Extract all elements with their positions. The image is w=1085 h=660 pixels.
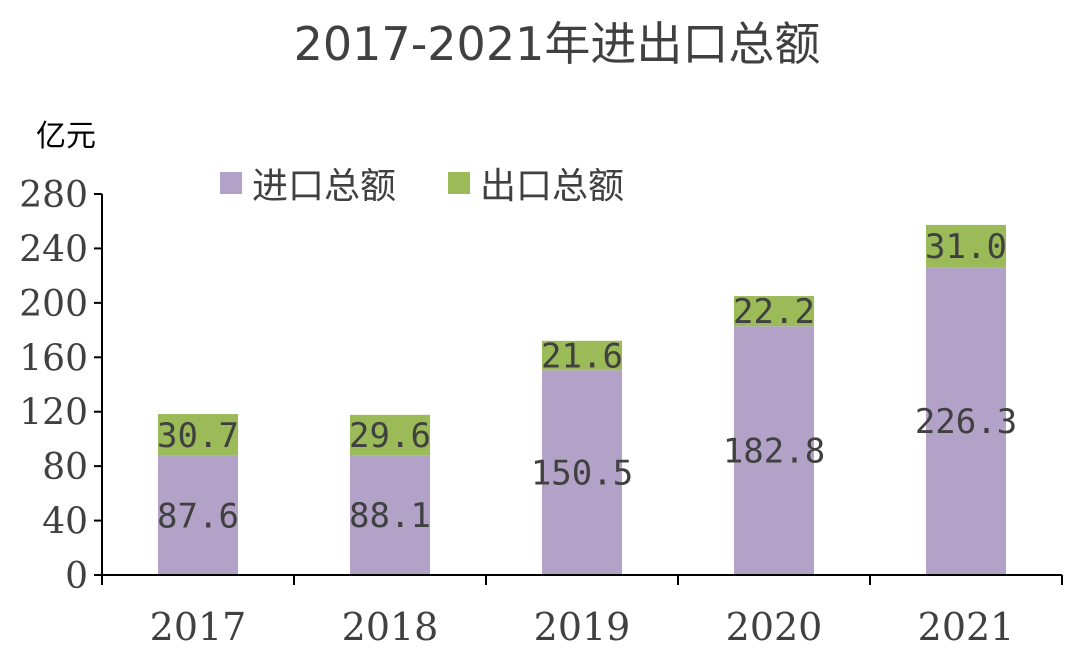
bar-export-2019	[542, 340, 622, 371]
y-axis-ticks: 0 40 80 120 160 200 240 280	[19, 175, 102, 597]
bars	[158, 224, 1006, 575]
y-tick-label: 80	[42, 447, 88, 488]
bar-export-2017	[158, 414, 238, 456]
y-axis-unit-label: 亿元	[36, 119, 96, 154]
legend: 进口总额 出口总额	[220, 166, 624, 207]
legend-swatch-export	[448, 172, 470, 194]
x-tick-label: 2017	[150, 605, 247, 649]
legend-label-export: 出口总额	[480, 166, 624, 207]
bar-import-2018	[350, 455, 430, 575]
bar-export-2021	[926, 224, 1006, 268]
x-tick-label: 2021	[918, 605, 1015, 649]
bar-import-2019	[542, 370, 622, 575]
bar-export-2020	[734, 296, 814, 327]
data-label-export-2018: 29.6	[349, 416, 431, 456]
legend-label-import: 进口总额	[252, 166, 396, 207]
bar-import-2017	[158, 455, 238, 575]
axes	[101, 194, 1062, 576]
data-label-import-2019: 150.5	[531, 454, 633, 494]
data-labels: 87.6 30.7 88.1 29.6 150.5 21.6 182.8 22.2 226.3 3…	[157, 227, 1017, 536]
data-label-import-2020: 182.8	[723, 432, 825, 472]
y-tick-label: 160	[19, 338, 88, 379]
y-tick-label: 200	[19, 284, 88, 325]
chart-title: 2017-2021年进出口总额	[294, 17, 821, 71]
data-label-export-2017: 30.7	[157, 416, 239, 456]
bar-import-2020	[734, 326, 814, 575]
x-axis-ticks: 2017 2018 2019 2020 2021	[101, 575, 1063, 649]
y-tick-label: 120	[19, 393, 88, 434]
bar-export-2018	[350, 414, 430, 456]
data-label-export-2021: 31.0	[925, 227, 1007, 267]
x-tick-label: 2018	[342, 605, 439, 649]
x-tick-label: 2020	[726, 605, 823, 649]
bar-import-2021	[926, 267, 1006, 575]
y-tick-label: 280	[19, 175, 88, 216]
x-tick-label: 2019	[534, 605, 631, 649]
y-tick-label: 40	[42, 502, 88, 543]
data-label-export-2019: 21.6	[541, 337, 623, 377]
data-label-export-2020: 22.2	[733, 292, 815, 332]
data-label-import-2017: 87.6	[157, 496, 239, 536]
y-tick-label: 0	[65, 556, 88, 597]
data-label-import-2021: 226.3	[915, 402, 1017, 442]
y-tick-label: 240	[19, 229, 88, 270]
data-label-import-2018: 88.1	[349, 496, 431, 536]
legend-swatch-import	[220, 172, 242, 194]
